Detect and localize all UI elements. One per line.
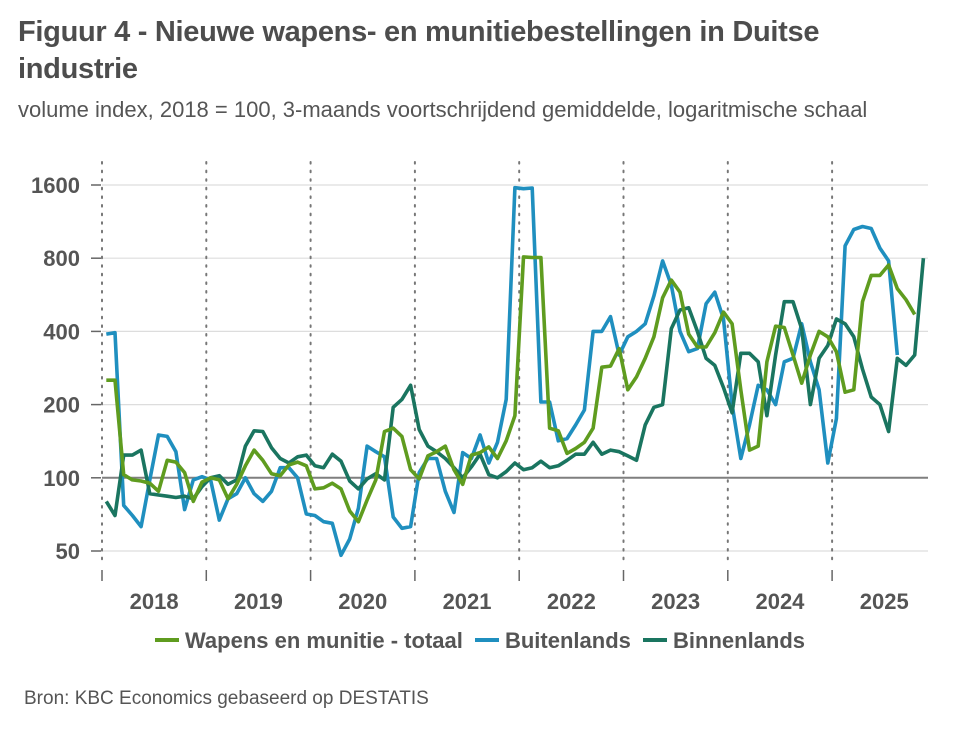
x-tick-label: 2020 <box>338 589 387 614</box>
x-tick-label: 2019 <box>234 589 283 614</box>
series-line-buitenlands <box>106 185 900 558</box>
chart-subtitle: volume index, 2018 = 100, 3-maands voort… <box>18 97 868 122</box>
y-tick-label: 1600 <box>31 173 80 198</box>
chart-title: Figuur 4 - Nieuwe wapens- en munitiebest… <box>18 16 820 85</box>
legend-item-binnenlands[interactable]: Binnenlands <box>643 628 805 654</box>
year-separators <box>101 161 834 561</box>
series-line-wapens-en-munitie-totaal <box>106 255 917 524</box>
legend: Wapens en munitie - totaal Buitenlands B… <box>0 628 960 654</box>
legend-label-totaal: Wapens en munitie - totaal <box>184 628 463 653</box>
y-tick-label: 400 <box>43 319 80 344</box>
legend-swatch-buitenlands <box>474 638 499 643</box>
y-tick-label: 100 <box>43 466 80 491</box>
x-tick-label: 2018 <box>130 589 179 614</box>
x-tick-label: 2025 <box>860 589 909 614</box>
y-tick-label: 200 <box>43 393 80 418</box>
legend-swatch-totaal <box>154 638 179 643</box>
x-tick-label: 2022 <box>547 589 596 614</box>
x-tick-label: 2024 <box>755 589 805 614</box>
series-line-binnenlands <box>104 258 926 518</box>
x-tick-label: 2023 <box>651 589 700 614</box>
legend-item-buitenlands[interactable]: Buitenlands <box>474 628 631 654</box>
x-tick-label: 2021 <box>443 589 492 614</box>
source-note: Bron: KBC Economics gebaseerd op DESTATI… <box>24 688 429 709</box>
legend-label-binnenlands: Binnenlands <box>673 628 806 653</box>
y-tick-label: 50 <box>56 539 80 564</box>
x-axis: 2018 2019 2020 2021 2022 2023 2024 2025 <box>101 570 909 614</box>
y-tick-label: 800 <box>43 246 80 271</box>
legend-label-buitenlands: Buitenlands <box>504 628 631 653</box>
y-axis: 50 100 200 400 800 1600 <box>31 173 101 564</box>
series-lines <box>104 185 926 558</box>
legend-swatch-binnenlands <box>643 638 668 643</box>
legend-item-totaal[interactable]: Wapens en munitie - totaal <box>154 628 463 654</box>
